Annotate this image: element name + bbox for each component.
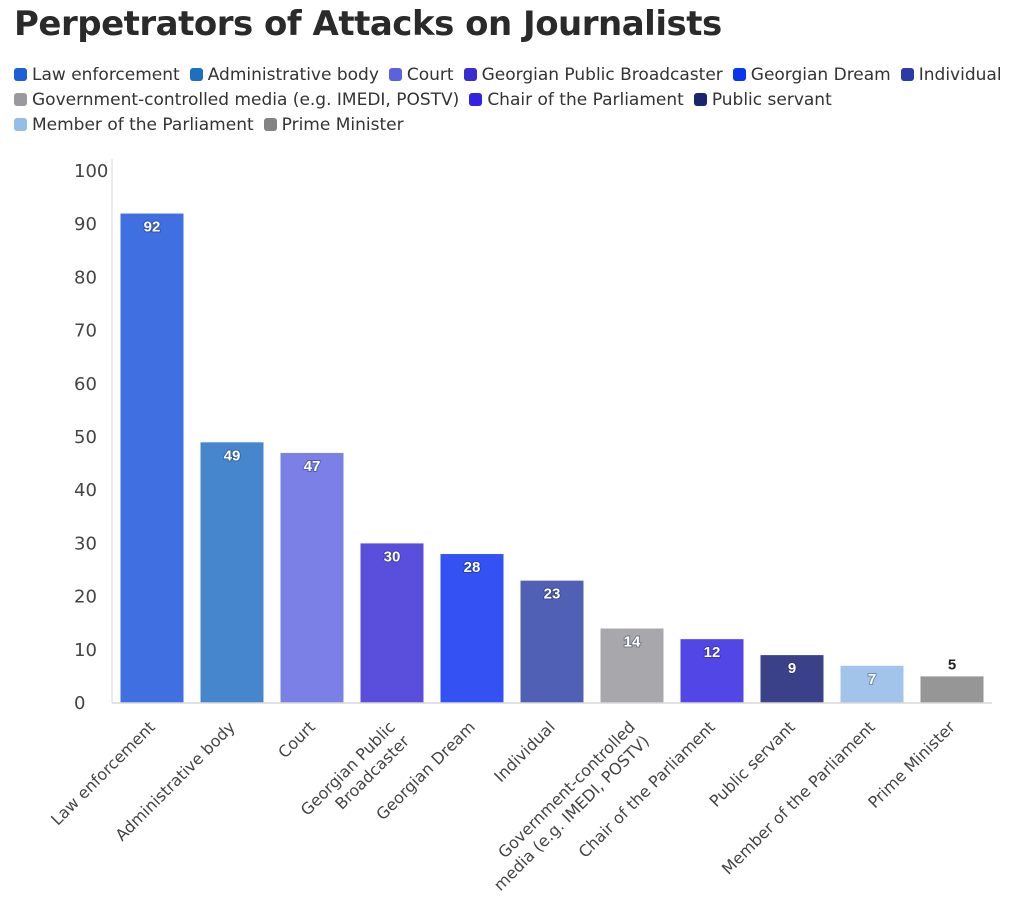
y-tick-label: 90 xyxy=(74,214,97,235)
y-tick-label: 0 xyxy=(74,693,85,714)
legend-label: Member of the Parliament xyxy=(32,114,254,135)
y-tick-label: 70 xyxy=(74,321,97,342)
x-tick-label: Prime Minister xyxy=(864,717,959,812)
bar[interactable] xyxy=(840,665,904,703)
y-tick-label: 20 xyxy=(74,587,97,608)
legend-item[interactable]: Georgian Public Broadcaster xyxy=(463,64,723,85)
bar[interactable] xyxy=(600,628,664,703)
data-label: 30 xyxy=(384,548,401,565)
bar[interactable] xyxy=(120,213,184,703)
data-label: 5 xyxy=(948,656,956,673)
legend-label: Law enforcement xyxy=(32,64,180,85)
legend-label: Prime Minister xyxy=(281,114,404,135)
data-label: 49 xyxy=(224,447,241,464)
x-tick-label: Court xyxy=(274,717,319,762)
bar[interactable] xyxy=(520,580,584,703)
y-tick-label: 60 xyxy=(74,374,97,395)
legend-label: Georgian Public Broadcaster xyxy=(481,64,723,85)
y-tick-label: 80 xyxy=(74,267,97,288)
x-tick-label-line: Member of the Parliament xyxy=(718,717,879,878)
legend-swatch xyxy=(900,68,914,81)
y-tick-label: 30 xyxy=(74,533,97,554)
legend-swatch xyxy=(14,68,27,81)
x-tick-label-line: Prime Minister xyxy=(864,717,959,812)
data-label: 28 xyxy=(464,559,481,576)
y-tick-label: 10 xyxy=(74,640,97,661)
legend-swatch xyxy=(388,68,402,81)
legend-swatch xyxy=(14,118,27,131)
chart-title: Perpetrators of Attacks on Journalists xyxy=(14,4,722,44)
data-label: 23 xyxy=(544,586,561,603)
x-tick-label-line: Court xyxy=(274,717,319,762)
legend-item[interactable]: Member of the Parliament xyxy=(14,114,254,135)
bar[interactable] xyxy=(360,543,424,703)
data-label: 47 xyxy=(304,458,321,475)
legend-swatch xyxy=(14,93,27,106)
legend-label: Administrative body xyxy=(207,64,379,85)
y-tick-label: 100 xyxy=(74,161,108,182)
legend-label: Court xyxy=(406,64,454,85)
legend-item[interactable]: Prime Minister xyxy=(263,114,404,135)
legend-item[interactable]: Court xyxy=(388,64,454,85)
x-tick-label-line: Individual xyxy=(490,717,559,786)
legend-item[interactable]: Law enforcement xyxy=(14,64,180,85)
data-label: 7 xyxy=(868,671,876,688)
legend-swatch xyxy=(189,68,203,81)
legend-label: Individual xyxy=(918,64,1002,85)
data-label: 14 xyxy=(624,634,641,651)
x-tick-label: Member of the Parliament xyxy=(718,717,879,878)
bar[interactable] xyxy=(440,554,504,703)
bar[interactable] xyxy=(280,452,344,703)
legend-label: Georgian Dream xyxy=(750,64,891,85)
bar[interactable] xyxy=(200,442,264,703)
legend-item[interactable]: Chair of the Parliament xyxy=(469,89,684,110)
legend-swatch xyxy=(263,118,277,131)
x-tick-label: Individual xyxy=(490,717,559,786)
chart-legend: Law enforcement Administrative body Court G… xyxy=(14,64,1004,135)
bar[interactable] xyxy=(680,639,744,703)
legend-swatch xyxy=(463,68,477,81)
legend-swatch xyxy=(693,93,707,106)
data-label: 9 xyxy=(788,660,796,677)
legend-swatch xyxy=(469,93,483,106)
legend-item[interactable]: Government-controlled media (e.g. IMEDI,… xyxy=(14,89,459,110)
bar[interactable] xyxy=(920,676,984,703)
y-tick-label: 50 xyxy=(74,427,97,448)
data-label: 12 xyxy=(704,644,721,661)
legend-label: Public servant xyxy=(711,89,832,110)
legend-item[interactable]: Individual xyxy=(900,64,1002,85)
bar[interactable] xyxy=(760,655,824,703)
x-tick-label-line: Government-controlled xyxy=(494,717,639,862)
legend-swatch xyxy=(732,68,746,81)
legend-item[interactable]: Georgian Dream xyxy=(732,64,891,85)
legend-item[interactable]: Public servant xyxy=(693,89,832,110)
y-tick-label: 40 xyxy=(74,480,97,501)
data-label: 92 xyxy=(144,219,161,236)
legend-item[interactable]: Administrative body xyxy=(189,64,379,85)
legend-label: Government-controlled media (e.g. IMEDI,… xyxy=(32,89,460,110)
legend-label: Chair of the Parliament xyxy=(487,89,684,110)
